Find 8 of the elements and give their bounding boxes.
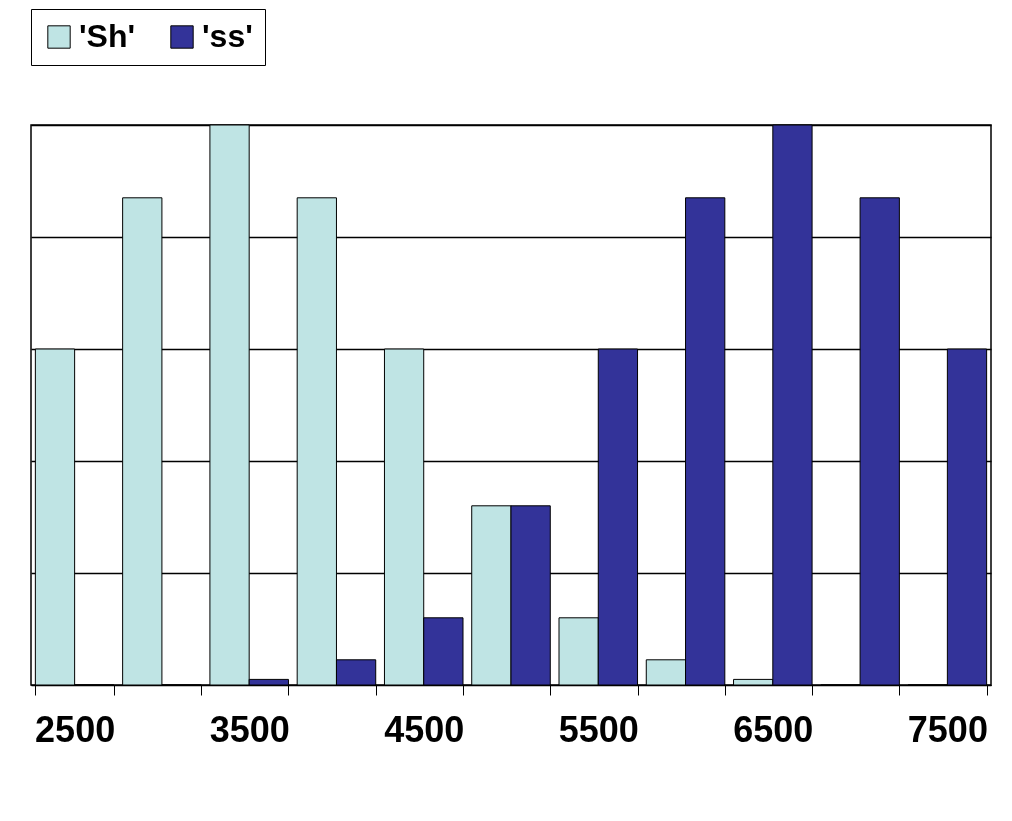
x-tick-label: 6500 — [733, 708, 814, 750]
x-tick-label: 7500 — [907, 708, 988, 750]
x-tick-label: 4500 — [384, 708, 465, 750]
x-tick-label: 3500 — [209, 708, 290, 750]
x-tick-label: 2500 — [35, 708, 116, 750]
legend-label: 'ss' — [202, 18, 253, 54]
x-tick-label: 5500 — [558, 708, 639, 750]
legend-label: 'Sh' — [79, 18, 136, 54]
